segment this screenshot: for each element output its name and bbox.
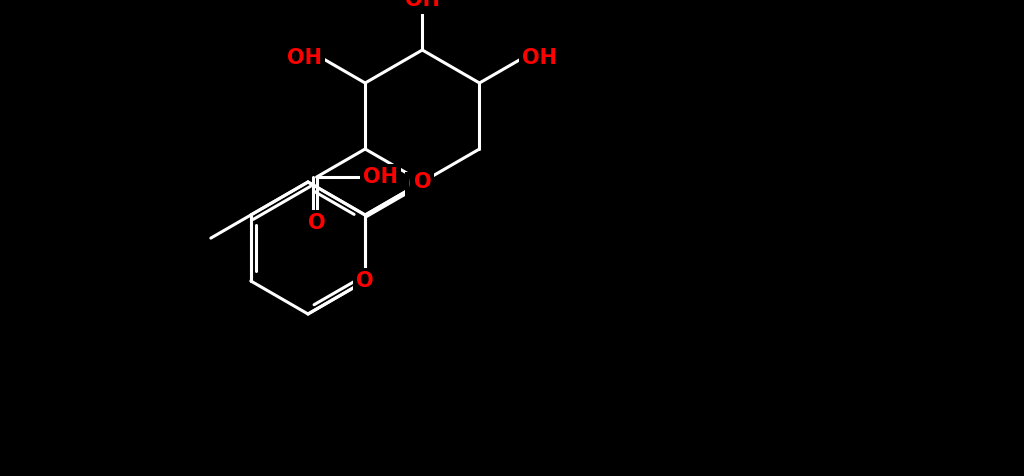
Text: O: O — [414, 172, 431, 192]
Text: OH: OH — [288, 48, 323, 68]
Text: O: O — [356, 271, 374, 291]
Text: O: O — [414, 172, 431, 192]
Text: O: O — [408, 175, 425, 195]
Text: OH: OH — [404, 0, 440, 10]
Text: OH: OH — [522, 48, 557, 68]
Text: O: O — [308, 213, 326, 233]
Text: OH: OH — [362, 167, 397, 187]
